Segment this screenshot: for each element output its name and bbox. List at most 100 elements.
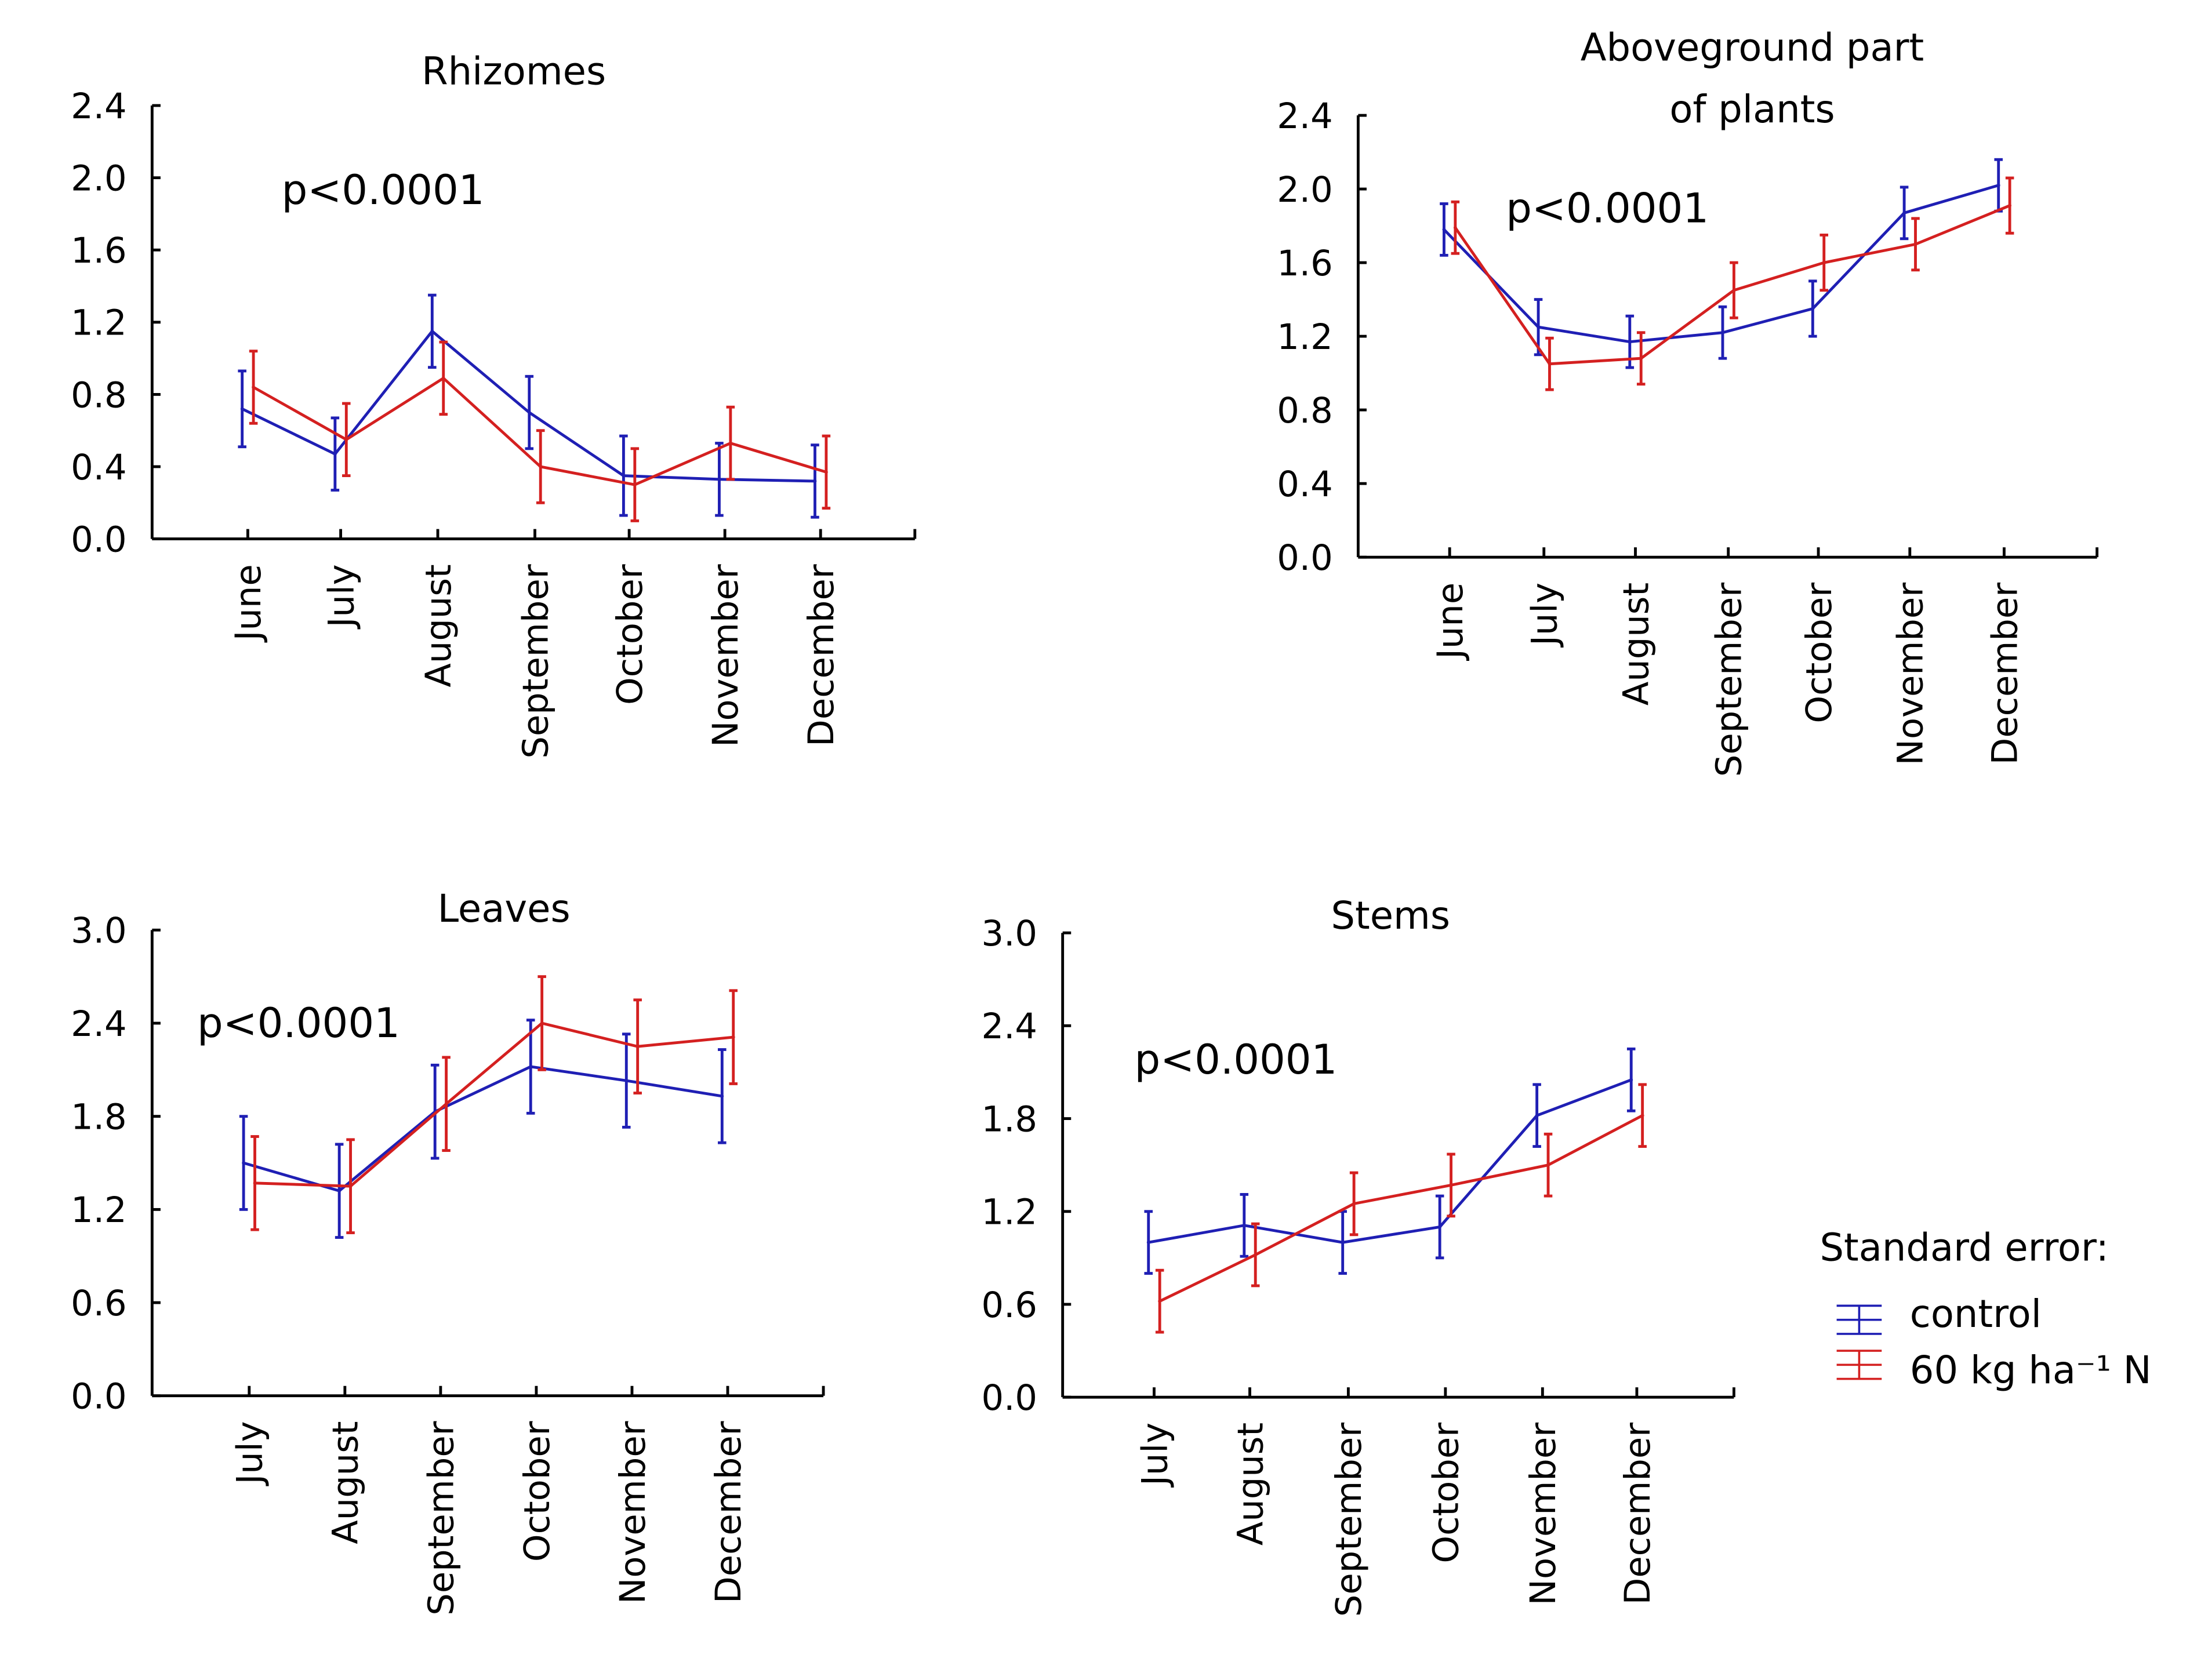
y-tick-label: 0.0 <box>982 1378 1037 1419</box>
data-point <box>1158 1299 1162 1303</box>
data-point <box>2008 203 2012 208</box>
data-point <box>1537 325 1540 329</box>
x-tick-label: November <box>613 1421 653 1604</box>
data-point <box>731 1035 735 1039</box>
x-tick-label: July <box>230 1421 271 1486</box>
data-point <box>1913 242 1917 246</box>
y-tick-label: 1.2 <box>982 1192 1037 1233</box>
series-line <box>243 1065 722 1192</box>
y-tick-label: 1.6 <box>71 231 126 271</box>
data-point <box>1535 1114 1539 1118</box>
chart-panel: 0.0 0.6 1.2 1.8 2.4 3.0 July August September Oct… <box>982 894 1735 1617</box>
legend-treated-label: 60 kg ha⁻¹ N <box>1910 1348 2152 1392</box>
data-point <box>1548 362 1552 366</box>
data-point <box>1242 1223 1246 1227</box>
x-tick-label: October <box>1799 583 1840 723</box>
y-tick-label: 2.4 <box>71 1004 126 1045</box>
x-tick-label: October <box>1426 1423 1467 1563</box>
data-point <box>333 452 337 456</box>
x-tick-label: November <box>1523 1423 1564 1606</box>
data-point <box>253 1181 257 1185</box>
chart-panel: 0.0 0.4 0.8 1.2 1.6 2.0 2.4 June July August Septe… <box>1277 26 2099 777</box>
legend-title: Standard error: <box>1819 1226 2108 1270</box>
data-point <box>252 386 255 389</box>
x-tick-label: December <box>709 1421 749 1603</box>
data-point <box>728 441 732 445</box>
p-value-annotation: p<0.0001 <box>197 999 400 1047</box>
data-point <box>1146 1241 1150 1245</box>
y-tick-label: 0.0 <box>71 519 126 560</box>
data-point <box>1442 227 1446 231</box>
y-tick-label: 0.8 <box>71 375 126 416</box>
data-point <box>1732 288 1736 292</box>
y-tick-label: 2.0 <box>1277 170 1332 210</box>
y-tick-label: 3.0 <box>71 911 126 951</box>
x-tick-label: July <box>1525 583 1566 648</box>
data-point <box>1996 183 2000 187</box>
data-point <box>825 470 828 474</box>
data-point <box>527 410 531 414</box>
data-point <box>813 479 817 483</box>
y-tick-label: 1.8 <box>982 1099 1037 1140</box>
y-tick-label: 0.4 <box>71 448 126 488</box>
x-tick-label: September <box>1329 1423 1370 1617</box>
y-tick-label: 1.2 <box>71 1190 126 1231</box>
chart-title-line2: of plants <box>1669 88 1835 132</box>
y-tick-label: 0.8 <box>1277 391 1332 431</box>
x-tick-label: September <box>515 564 556 758</box>
data-point <box>635 1045 640 1049</box>
x-tick-label: August <box>419 564 459 687</box>
data-point <box>539 465 543 468</box>
data-point <box>624 1079 629 1083</box>
y-tick-label: 2.4 <box>1277 96 1332 137</box>
p-value-annotation: p<0.0001 <box>1134 1036 1337 1083</box>
chart-title: Rhizomes <box>422 50 606 94</box>
chart-title: Leaves <box>438 887 571 931</box>
data-point <box>1822 261 1826 264</box>
x-tick-label: November <box>706 564 746 747</box>
data-point <box>430 329 434 333</box>
data-point <box>1629 1078 1633 1082</box>
series-treated <box>1451 176 2014 391</box>
y-tick-label: 2.4 <box>982 1006 1037 1047</box>
chart-panel: 0.0 0.6 1.2 1.8 2.4 3.0 July August September Oct… <box>71 887 825 1616</box>
x-tick-label: June <box>228 564 269 643</box>
y-tick-label: 1.2 <box>1277 317 1332 358</box>
y-tick-label: 1.8 <box>71 1097 126 1138</box>
series-control <box>1144 1048 1636 1275</box>
data-point <box>348 1184 353 1188</box>
data-point <box>1639 357 1643 361</box>
chart-title: Aboveground part <box>1581 26 1924 70</box>
x-tick-label: October <box>517 1421 558 1562</box>
chart-title: Stems <box>1331 894 1450 938</box>
data-point <box>720 1094 724 1098</box>
y-tick-label: 1.6 <box>1277 243 1332 284</box>
legend: Standard error: control 60 kg ha⁻¹ N <box>1819 1226 2151 1392</box>
x-tick-label: November <box>1891 583 1931 766</box>
y-tick-label: 1.2 <box>71 303 126 344</box>
data-point <box>1902 211 1906 215</box>
data-point <box>1254 1253 1258 1257</box>
data-point <box>1721 330 1724 334</box>
data-point <box>242 1161 245 1165</box>
legend-control-label: control <box>1910 1292 2042 1336</box>
series-treated <box>1155 1083 1647 1334</box>
series-line <box>1148 1078 1632 1244</box>
data-point <box>717 477 721 481</box>
data-point <box>337 1189 342 1193</box>
y-tick-label: 2.0 <box>71 158 126 199</box>
data-point <box>633 483 637 487</box>
x-tick-label: September <box>1709 583 1750 777</box>
p-value-annotation: p<0.0001 <box>1506 184 1709 232</box>
x-tick-label: September <box>422 1421 462 1615</box>
data-point <box>622 474 626 478</box>
y-tick-label: 0.6 <box>982 1285 1037 1326</box>
y-tick-label: 0.6 <box>71 1283 126 1324</box>
y-tick-label: 3.0 <box>982 914 1037 954</box>
x-tick-label: December <box>801 564 842 747</box>
data-point <box>1453 226 1457 230</box>
x-tick-label: June <box>1430 583 1471 661</box>
legend-treated-marker <box>1836 1350 1882 1380</box>
data-point <box>1546 1163 1550 1167</box>
